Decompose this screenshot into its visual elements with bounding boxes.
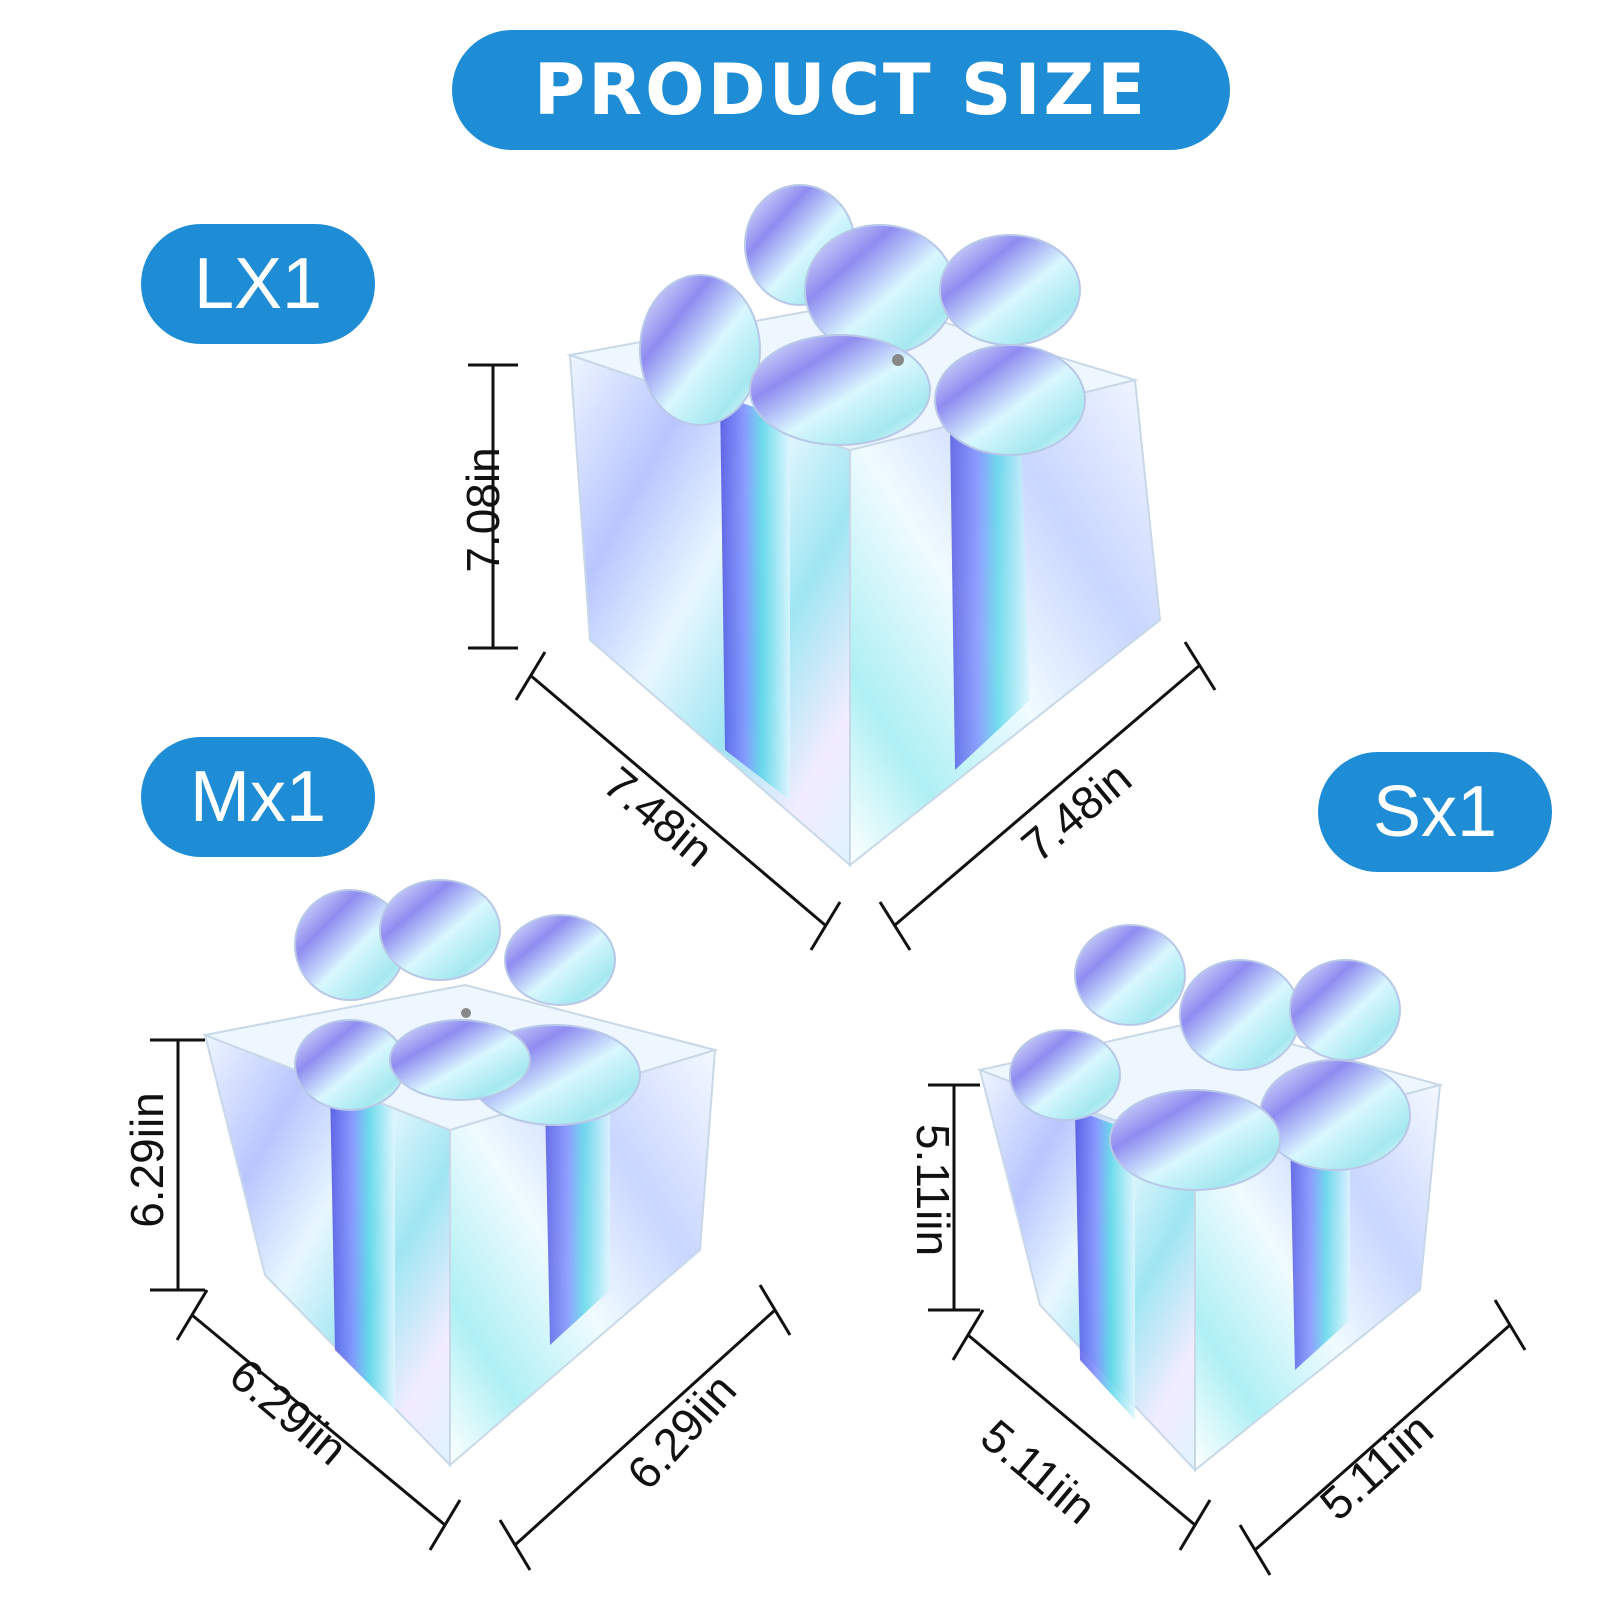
medium-gift-box	[201, 879, 719, 1468]
large-gift-box	[566, 184, 1162, 868]
size-label-medium: Mx1	[141, 737, 375, 857]
size-label-small: Sx1	[1318, 752, 1552, 872]
product-size-title: PRODUCT SIZE	[452, 30, 1230, 150]
medium-height-label: 6.29iin	[121, 1092, 173, 1228]
large-bow	[639, 184, 1086, 456]
small-gift-box	[976, 924, 1444, 1473]
small-height-label: 5.11iin	[907, 1123, 959, 1257]
medium-bow	[294, 879, 641, 1126]
dimension-lines	[150, 363, 1527, 1576]
large-height-label: 7.08in	[457, 447, 509, 573]
small-bow	[1009, 924, 1411, 1191]
size-label-large: LX1	[141, 224, 375, 344]
